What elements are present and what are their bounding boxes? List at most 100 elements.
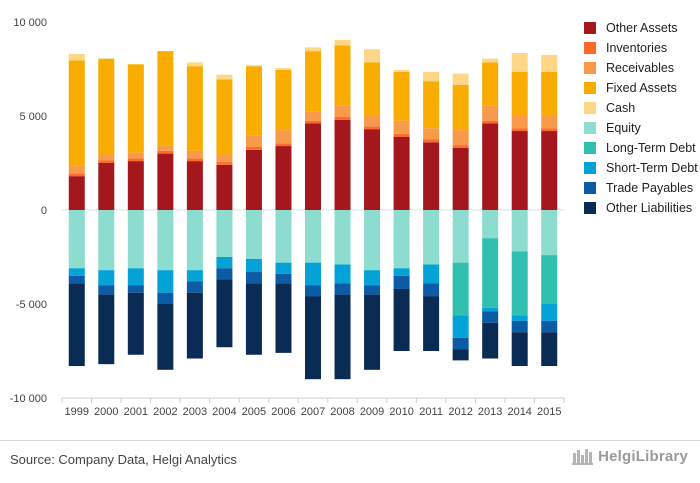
bar-segment-equity[interactable]	[541, 210, 558, 256]
bar-segment-trade-payables[interactable]	[245, 272, 262, 284]
bar-segment-other-liabilities[interactable]	[334, 294, 351, 380]
bar-segment-long-term-debt[interactable]	[511, 251, 528, 316]
bar-segment-fixed-assets[interactable]	[305, 51, 321, 112]
bar-segment-fixed-assets[interactable]	[452, 84, 469, 131]
bar-segment-trade-payables[interactable]	[186, 281, 203, 293]
bar-segment-other-assets[interactable]	[127, 161, 144, 210]
bar-segment-trade-payables[interactable]	[511, 320, 528, 333]
bar-segment-cash[interactable]	[305, 47, 321, 52]
bar-segment-other-assets[interactable]	[482, 123, 499, 210]
bar-segment-inventories[interactable]	[423, 139, 440, 143]
legend-item[interactable]: Equity	[584, 118, 698, 138]
bar-segment-inventories[interactable]	[334, 116, 351, 120]
bar-segment-cash[interactable]	[186, 62, 203, 67]
bar-segment-equity[interactable]	[127, 210, 144, 269]
bar-segment-short-term-debt[interactable]	[98, 270, 115, 286]
bar-segment-trade-payables[interactable]	[127, 285, 144, 293]
bar-segment-receivables[interactable]	[482, 105, 499, 121]
bar-segment-fixed-assets[interactable]	[245, 66, 262, 136]
legend-item[interactable]: Other Assets	[584, 18, 698, 38]
bar-segment-equity[interactable]	[364, 210, 381, 271]
bar-segment-other-assets[interactable]	[98, 163, 115, 210]
bar-segment-long-term-debt[interactable]	[482, 238, 499, 308]
bar-segment-equity[interactable]	[393, 210, 410, 269]
bar-segment-cash[interactable]	[452, 73, 469, 85]
bar-segment-trade-payables[interactable]	[275, 273, 292, 284]
bar-segment-trade-payables[interactable]	[216, 268, 233, 280]
legend-item[interactable]: Receivables	[584, 58, 698, 78]
bar-segment-other-liabilities[interactable]	[275, 283, 292, 353]
bar-segment-other-liabilities[interactable]	[216, 279, 233, 348]
bar-segment-other-assets[interactable]	[511, 131, 528, 210]
bar-segment-other-assets[interactable]	[364, 129, 381, 210]
bar-segment-fixed-assets[interactable]	[334, 45, 351, 106]
bar-segment-other-liabilities[interactable]	[127, 292, 144, 355]
bar-segment-cash[interactable]	[68, 53, 85, 61]
bar-segment-inventories[interactable]	[305, 120, 321, 124]
bar-segment-other-liabilities[interactable]	[157, 304, 174, 370]
bar-segment-long-term-debt[interactable]	[452, 262, 469, 316]
bar-segment-cash[interactable]	[423, 71, 440, 82]
bar-segment-short-term-debt[interactable]	[452, 315, 469, 338]
bar-segment-trade-payables[interactable]	[393, 275, 410, 289]
bar-segment-other-liabilities[interactable]	[305, 296, 321, 380]
bar-segment-other-assets[interactable]	[68, 176, 85, 210]
bar-segment-fixed-assets[interactable]	[511, 71, 528, 116]
bar-segment-trade-payables[interactable]	[334, 283, 351, 295]
bar-segment-short-term-debt[interactable]	[68, 268, 85, 276]
bar-segment-short-term-debt[interactable]	[364, 270, 381, 286]
bar-segment-short-term-debt[interactable]	[245, 258, 262, 273]
bar-segment-receivables[interactable]	[186, 150, 203, 159]
bar-segment-short-term-debt[interactable]	[186, 270, 203, 282]
bar-segment-other-assets[interactable]	[423, 142, 440, 210]
bar-segment-inventories[interactable]	[482, 120, 499, 124]
bar-segment-inventories[interactable]	[364, 126, 381, 130]
bar-segment-equity[interactable]	[157, 210, 174, 271]
bar-segment-other-assets[interactable]	[157, 153, 174, 210]
bar-segment-cash[interactable]	[245, 65, 262, 67]
bar-segment-fixed-assets[interactable]	[423, 81, 440, 129]
bar-segment-equity[interactable]	[216, 210, 233, 257]
bar-segment-inventories[interactable]	[275, 143, 292, 147]
bar-segment-receivables[interactable]	[452, 130, 469, 146]
bar-segment-cash[interactable]	[482, 58, 499, 63]
bar-segment-short-term-debt[interactable]	[393, 268, 410, 276]
bar-segment-inventories[interactable]	[452, 145, 469, 148]
bar-segment-cash[interactable]	[393, 69, 410, 72]
bar-segment-trade-payables[interactable]	[305, 285, 321, 297]
bar-segment-cash[interactable]	[334, 39, 351, 46]
bar-segment-equity[interactable]	[482, 210, 499, 239]
bar-segment-trade-payables[interactable]	[364, 285, 381, 295]
bar-segment-short-term-debt[interactable]	[482, 307, 499, 312]
legend-item[interactable]: Short-Term Debt	[584, 158, 698, 178]
brand-logo[interactable]: HelgiLibrary	[572, 447, 688, 465]
bar-segment-short-term-debt[interactable]	[423, 264, 440, 284]
bar-segment-other-assets[interactable]	[305, 123, 321, 210]
bar-segment-other-assets[interactable]	[541, 131, 558, 210]
bar-segment-trade-payables[interactable]	[98, 285, 115, 295]
bar-segment-receivables[interactable]	[423, 128, 440, 140]
bar-segment-receivables[interactable]	[98, 154, 115, 161]
bar-segment-trade-payables[interactable]	[541, 320, 558, 333]
bar-segment-other-assets[interactable]	[452, 147, 469, 210]
bar-segment-receivables[interactable]	[364, 115, 381, 127]
bar-segment-equity[interactable]	[68, 210, 85, 269]
bar-segment-other-assets[interactable]	[245, 149, 262, 210]
bar-segment-receivables[interactable]	[275, 130, 292, 144]
legend-item[interactable]: Trade Payables	[584, 178, 698, 198]
bar-segment-other-liabilities[interactable]	[393, 288, 410, 351]
bar-segment-equity[interactable]	[334, 210, 351, 265]
bar-segment-receivables[interactable]	[157, 145, 174, 151]
bar-segment-cash[interactable]	[511, 53, 528, 72]
bar-segment-other-assets[interactable]	[216, 164, 233, 210]
bar-segment-fixed-assets[interactable]	[98, 58, 115, 155]
bar-segment-fixed-assets[interactable]	[68, 60, 85, 166]
bar-segment-inventories[interactable]	[393, 133, 410, 137]
bar-segment-equity[interactable]	[452, 210, 469, 263]
bar-segment-fixed-assets[interactable]	[482, 62, 499, 106]
bar-segment-receivables[interactable]	[68, 165, 85, 174]
bar-segment-other-assets[interactable]	[393, 136, 410, 210]
bar-segment-short-term-debt[interactable]	[541, 304, 558, 321]
legend-item[interactable]: Long-Term Debt	[584, 138, 698, 158]
bar-segment-inventories[interactable]	[98, 160, 115, 163]
